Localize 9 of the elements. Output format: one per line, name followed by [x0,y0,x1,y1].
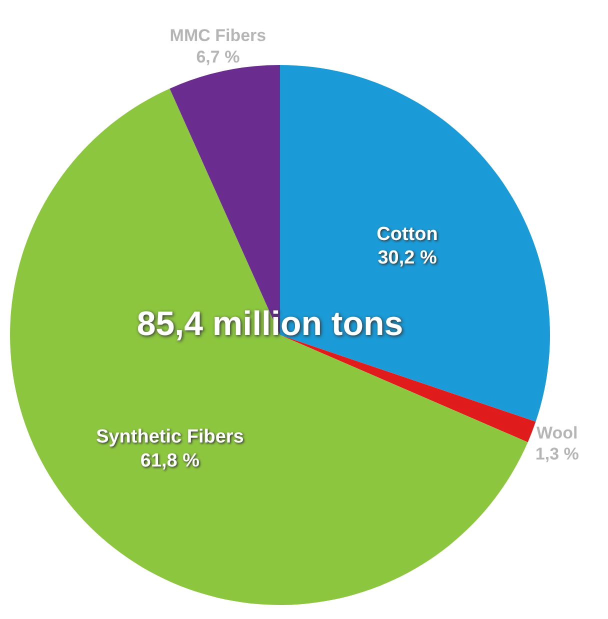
slice-label: Synthetic Fibers [96,426,244,448]
slice-label: Wool [536,423,578,442]
data-label: 61,8 % [140,450,200,472]
slice-label: Cotton [376,224,438,245]
pie-slice [10,88,528,605]
data-label: 6,7 % [196,47,240,66]
slice-label: MMC Fibers [170,26,266,46]
data-label: 30,2 % [378,248,437,269]
data-label: 1,3 % [535,444,579,464]
